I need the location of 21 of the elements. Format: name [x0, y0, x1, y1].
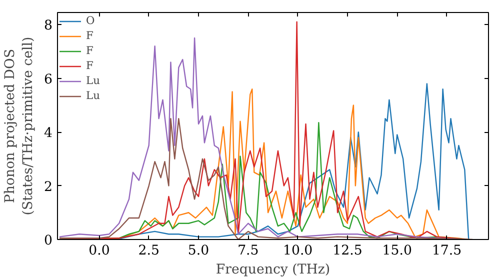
legend-label: O [86, 14, 96, 27]
x-tick-label: 5.0 [188, 244, 210, 258]
y-tick-label: 8 [44, 18, 53, 34]
legend-label: Lu [86, 89, 101, 102]
y-tick-label: 0 [44, 234, 53, 248]
legend-label: Lu [86, 74, 101, 87]
legend-label: F [86, 29, 94, 42]
x-tick-label: 0.0 [88, 244, 110, 258]
x-tick-label: 12.5 [332, 244, 362, 258]
y-axis-title: Phonon projected DOS (States/THz·primitive cell) [3, 36, 36, 216]
x-tick-label: 2.5 [138, 244, 160, 258]
x-tick-label: 15.0 [382, 244, 412, 258]
y-tick-label: 4 [44, 126, 53, 142]
x-tick-label: 10.0 [282, 244, 313, 258]
legend-label: F [86, 44, 94, 57]
legend-label: F [86, 59, 94, 72]
y-tick-label: 2 [44, 180, 53, 195]
x-tick-label: 7.5 [238, 244, 259, 258]
y-tick-label: 6 [44, 72, 53, 88]
x-axis-title: Frequency (THz) [216, 262, 330, 278]
x-tick-label: 17.5 [432, 244, 462, 258]
